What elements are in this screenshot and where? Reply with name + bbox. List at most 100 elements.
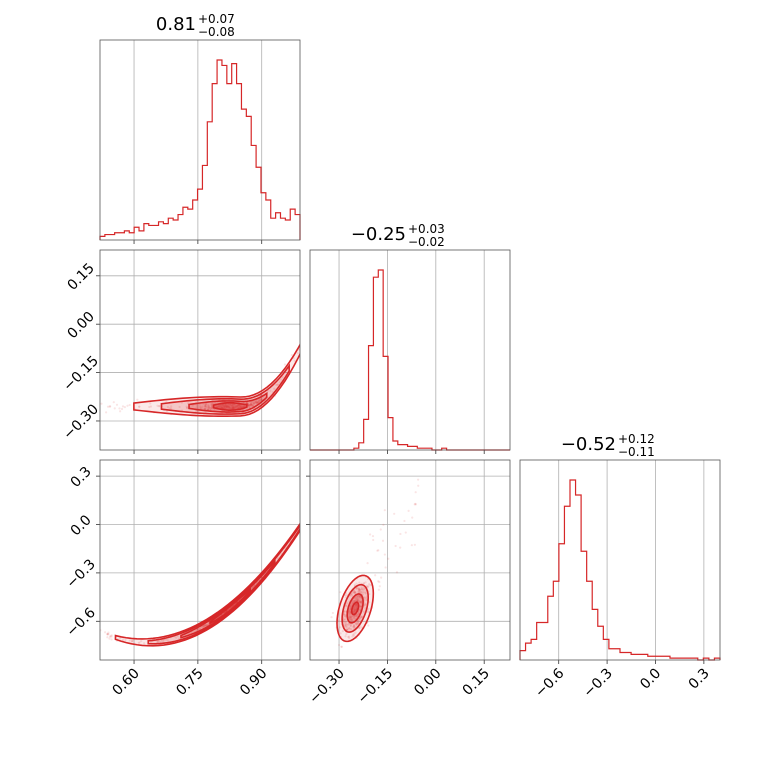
sample-point (233, 407, 236, 410)
sample-point (200, 407, 203, 410)
sample-point (227, 405, 230, 408)
sample-point (349, 628, 353, 631)
sample-point (157, 640, 160, 643)
sample-point (369, 583, 372, 587)
sample-point (414, 491, 417, 494)
sample-point (280, 378, 283, 381)
x-tick-label: 0.0 (637, 666, 664, 693)
contour-level-2 (160, 363, 290, 415)
sample-point (259, 399, 262, 402)
sample-point (255, 401, 258, 404)
sample-point (209, 407, 212, 410)
sample-point (227, 406, 230, 410)
density-contours-0-2 (114, 522, 300, 647)
sample-point (357, 587, 361, 590)
title-lower-error: −0.02 (408, 235, 445, 249)
sample-point (356, 621, 359, 624)
sample-point (140, 640, 143, 643)
sample-point (362, 589, 365, 592)
sample-point (149, 405, 153, 408)
sample-point (352, 611, 355, 614)
x-tick-label: 0.75 (173, 666, 206, 699)
sample-point (353, 599, 356, 602)
sample-point (276, 383, 280, 386)
sample-point (170, 405, 173, 408)
sample-point (355, 582, 358, 585)
sample-point (231, 406, 234, 409)
sample-point (365, 584, 368, 587)
sample-point (250, 402, 253, 405)
sample-point (368, 583, 371, 586)
sample-point (358, 596, 361, 599)
sample-point (354, 622, 358, 625)
sample-point (340, 645, 343, 648)
sample-point (364, 592, 367, 595)
sample-point (357, 620, 360, 623)
sample-point (254, 401, 257, 404)
sample-point (417, 484, 420, 487)
sample-point (362, 610, 366, 613)
sample-point (399, 532, 402, 536)
sample-point (347, 614, 350, 617)
sample-point (345, 623, 348, 626)
sample-point (356, 613, 359, 616)
sample-point (356, 621, 359, 624)
histogram-param-1 (99, 59, 301, 240)
sample-point (345, 632, 348, 636)
sample-point (354, 590, 357, 594)
sample-point (358, 588, 361, 592)
sample-point (330, 616, 333, 619)
sample-point (202, 624, 205, 628)
sample-point (236, 404, 239, 408)
sample-point (258, 399, 261, 402)
density-contours-1-2 (336, 574, 375, 643)
sample-point (119, 410, 122, 413)
sample-point (136, 398, 139, 401)
sample-point (252, 402, 256, 405)
sample-point (204, 404, 207, 407)
sample-point (234, 406, 237, 409)
sample-point (360, 591, 363, 594)
sample-point (357, 590, 360, 593)
sample-point (344, 624, 347, 627)
sample-point (344, 596, 347, 599)
sample-point (349, 615, 352, 618)
sample-point (349, 624, 352, 627)
sample-point (417, 478, 420, 481)
sample-point (359, 588, 362, 591)
sample-point (354, 608, 357, 611)
sample-point (216, 405, 219, 408)
sample-point (254, 400, 257, 403)
sample-point (242, 405, 245, 408)
sample-point (351, 633, 355, 636)
sample-point (337, 643, 341, 647)
sample-point (346, 623, 350, 626)
sample-point (233, 403, 236, 406)
sample-point (357, 622, 360, 625)
sample-point (222, 405, 226, 408)
sample-point (414, 503, 417, 506)
sample-point (344, 618, 347, 621)
contour-level-1 (336, 574, 375, 643)
sample-point (348, 614, 352, 617)
sample-point (223, 404, 227, 408)
sample-point (219, 405, 222, 408)
sample-point (394, 544, 397, 548)
x-tick-label: 0.60 (110, 666, 143, 699)
sample-point (347, 635, 350, 639)
x-tick-label: −0.15 (355, 666, 397, 708)
sample-point (353, 626, 357, 629)
sample-point (123, 406, 126, 409)
sample-point (338, 626, 342, 629)
contour-level-4 (209, 587, 252, 625)
sample-point (220, 406, 223, 409)
sample-point (393, 512, 396, 515)
sample-point (353, 617, 356, 620)
sample-point (178, 637, 181, 640)
sample-point (248, 404, 251, 407)
sample-point (185, 405, 188, 408)
sample-point (377, 580, 380, 583)
sample-point (203, 624, 206, 627)
sample-point (343, 614, 347, 617)
sample-point (355, 597, 358, 600)
